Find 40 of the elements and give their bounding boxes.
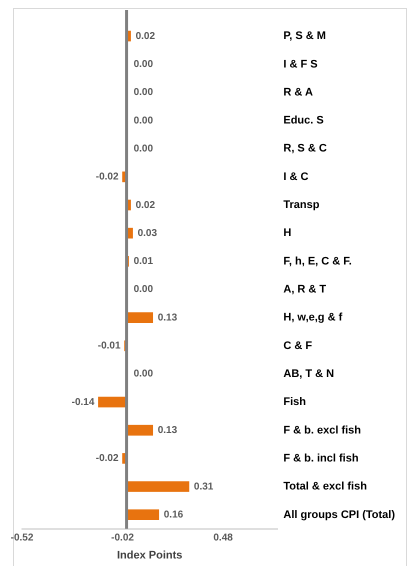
data-label: 0.00 (134, 284, 154, 296)
y-tick-label: H, w,e,g & f (283, 312, 343, 324)
data-label: -0.02 (96, 172, 119, 183)
y-tick-label: A, R & T (283, 284, 326, 296)
data-label: 0.00 (134, 143, 154, 154)
data-label: 0.00 (134, 368, 154, 380)
y-tick-label: C & F (283, 340, 312, 352)
y-tick-label: H (283, 227, 292, 240)
x-tick-label: 0.48 (213, 532, 234, 544)
data-label: 0.02 (136, 30, 156, 42)
y-tick-label: AB, T & N (283, 368, 334, 380)
data-label: 0.00 (134, 58, 154, 70)
data-label: 0.16 (164, 509, 184, 520)
data-label: -0.14 (72, 396, 95, 408)
y-tick-label: F & b. excl fish (283, 424, 362, 436)
y-tick-label: Transp (283, 199, 320, 212)
data-label: -0.01 (98, 340, 121, 352)
y-tick-label: F & b. incl fish (283, 452, 359, 464)
data-label: 0.13 (158, 312, 178, 324)
data-label: 0.31 (194, 481, 214, 492)
y-tick-label: All groups CPI (Total) (283, 508, 396, 521)
x-tick-label: -0.52 (10, 532, 34, 544)
y-tick-label: F, h, E, C & F. (283, 255, 352, 268)
y-tick-label: R, S & C (283, 142, 327, 155)
data-label: 0.00 (134, 87, 154, 98)
data-label: 0.03 (138, 228, 158, 239)
data-label: 0.02 (136, 200, 156, 211)
x-tick-label: -0.02 (111, 532, 134, 544)
data-label: 0.13 (158, 425, 178, 436)
y-tick-label: Fish (283, 396, 306, 408)
y-tick-label: R & A (283, 86, 313, 98)
y-tick-label: I & C (283, 170, 308, 183)
y-tick-label: Educ. S (283, 114, 324, 127)
y-tick-label: P, S & M (283, 30, 326, 42)
y-tick-label: I & F S (283, 58, 318, 70)
x-axis-title: Index Points (116, 549, 182, 562)
data-label: -0.02 (96, 453, 119, 464)
data-label: 0.00 (134, 115, 154, 126)
y-tick-label: Total & excl fish (283, 480, 368, 493)
data-label: 0.01 (134, 256, 154, 268)
